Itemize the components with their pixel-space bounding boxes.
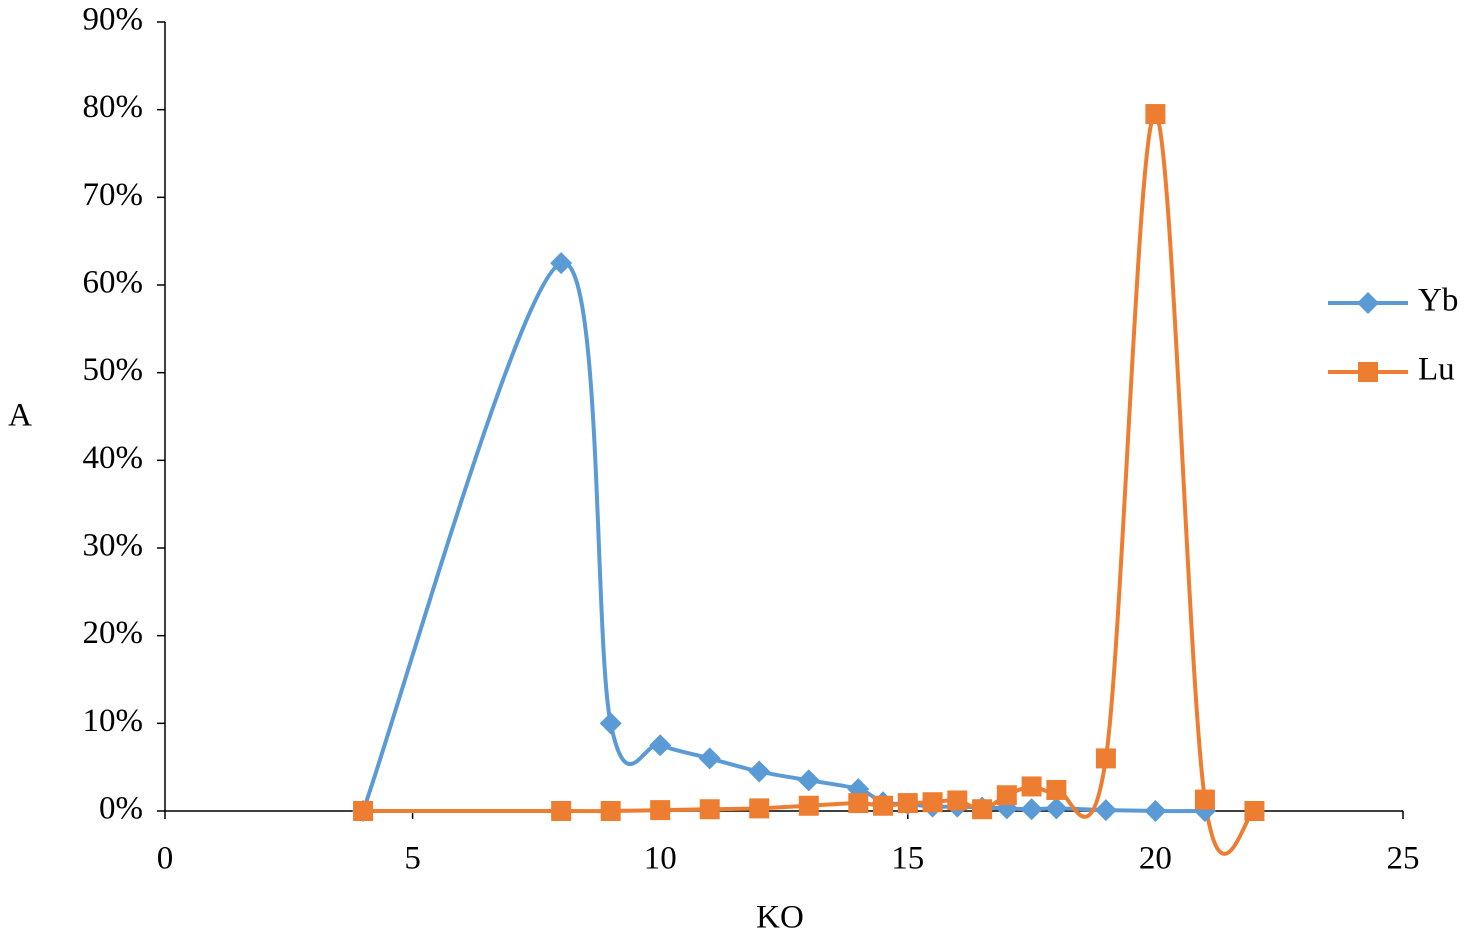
data-point: [996, 785, 1017, 806]
x-tick-label: 10: [644, 841, 677, 877]
data-point: [1094, 799, 1117, 822]
x-tick-label: 25: [1387, 841, 1420, 877]
legend-marker: [1358, 362, 1378, 382]
data-point: [600, 801, 621, 821]
data-point: [1020, 798, 1043, 821]
data-point: [848, 793, 869, 814]
data-point: [1021, 776, 1042, 797]
y-axis-label: A: [8, 398, 32, 434]
x-tick-label: 5: [404, 841, 421, 877]
x-tick-label: 15: [891, 841, 924, 877]
series-line: [361, 261, 1205, 814]
y-tick-label: 10%: [83, 703, 144, 739]
data-point: [599, 712, 622, 735]
data-point: [353, 801, 374, 821]
data-point: [798, 795, 819, 816]
data-point: [1045, 797, 1068, 820]
data-point: [748, 760, 771, 783]
data-point: [947, 790, 968, 811]
y-tick-label: 80%: [83, 89, 144, 125]
y-tick-label: 70%: [83, 177, 144, 213]
legend-marker: [1357, 292, 1379, 314]
data-point: [972, 799, 993, 820]
data-point: [550, 252, 573, 275]
data-point: [797, 769, 820, 792]
y-tick-label: 50%: [83, 352, 144, 388]
x-axis-label: KO: [756, 900, 804, 936]
legend-label: Lu: [1418, 352, 1455, 388]
x-tick-label: 0: [157, 841, 174, 877]
y-tick-label: 40%: [83, 440, 144, 476]
data-point: [1145, 104, 1166, 125]
data-point: [649, 734, 672, 757]
legend-label: Yb: [1418, 283, 1458, 319]
data-point: [749, 798, 770, 819]
data-point: [551, 801, 572, 821]
data-point: [1194, 789, 1215, 810]
data-point: [922, 792, 943, 813]
y-tick-label: 20%: [83, 615, 144, 651]
data-point: [873, 795, 894, 816]
data-point: [699, 799, 720, 820]
data-point: [1095, 748, 1116, 769]
x-tick-label: 20: [1139, 841, 1172, 877]
y-tick-label: 30%: [83, 528, 144, 564]
data-point: [1244, 801, 1265, 821]
series-line: [363, 112, 1257, 856]
data-point: [897, 793, 918, 814]
data-point: [650, 800, 671, 821]
data-point: [1144, 800, 1167, 822]
y-tick-label: 0%: [99, 791, 143, 827]
y-tick-label: 60%: [83, 265, 144, 301]
data-point: [698, 747, 721, 770]
y-tick-label: 90%: [83, 2, 144, 38]
data-point: [1046, 779, 1067, 800]
